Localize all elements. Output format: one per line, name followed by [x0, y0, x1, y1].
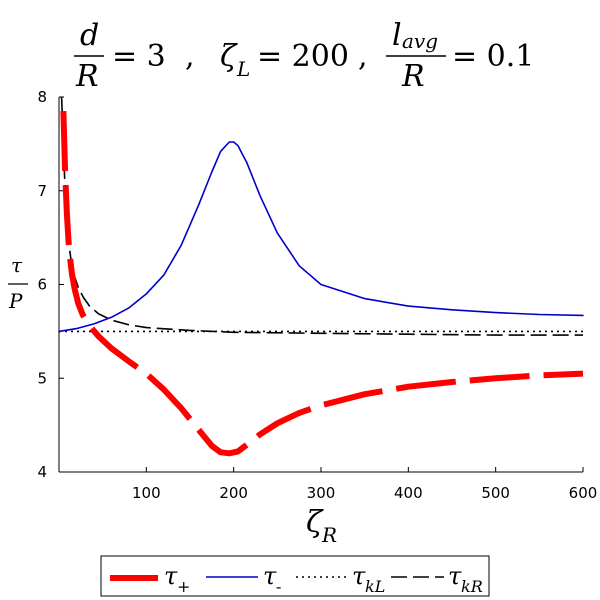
title-zeta-value: = 200 — [257, 39, 349, 74]
x-tick-label: 600 — [569, 484, 598, 502]
title-zeta-sub: L — [236, 57, 250, 81]
legend-label-tau-kl: τ — [352, 562, 366, 590]
axes: 100 200 300 400 500 600 4 5 6 7 8 — [37, 88, 597, 502]
title-lavg-num: l — [392, 18, 402, 53]
title-lavg-value: = 0.1 — [452, 39, 534, 74]
x-axis-label: ζ R — [306, 505, 337, 547]
legend-label-tau-minus: τ — [263, 562, 277, 590]
legend: τ + τ - τ kL τ kR — [101, 556, 489, 596]
series-tau-minus — [59, 142, 583, 331]
y-tick-label: 4 — [37, 463, 47, 481]
x-tick-label: 200 — [219, 484, 248, 502]
y-tick-label: 8 — [37, 88, 47, 106]
x-tick-label: 500 — [481, 484, 510, 502]
chart-title: d R = 3 , ζ L = 200 , l avg R = 0.1 — [74, 18, 534, 94]
title-sep-2: , — [358, 39, 368, 74]
y-tick-label: 5 — [37, 369, 47, 387]
legend-box — [101, 556, 489, 596]
legend-sub-tau-minus: - — [276, 577, 281, 596]
series-layer — [59, 97, 583, 453]
series-tau-plus — [63, 111, 583, 453]
x-label-sub: R — [321, 523, 337, 547]
x-tick-label: 300 — [307, 484, 336, 502]
title-d-den: R — [75, 59, 99, 94]
title-sep-1: , — [185, 39, 195, 74]
y-label-den: P — [8, 289, 23, 313]
title-d-num: d — [80, 18, 99, 53]
legend-sub-tau-kl: kL — [365, 577, 385, 596]
x-tick-label: 100 — [132, 484, 161, 502]
x-tick-label: 400 — [394, 484, 423, 502]
y-tick-label: 6 — [37, 276, 47, 294]
legend-label-tau-kr: τ — [448, 562, 462, 590]
legend-sub-tau-plus: + — [177, 577, 190, 596]
y-tick-label: 7 — [37, 182, 47, 200]
title-zeta-symbol: ζ — [220, 39, 238, 74]
legend-label-tau-plus: τ — [164, 562, 178, 590]
title-lavg-num-sub: avg — [402, 29, 438, 53]
legend-sub-tau-kr: kR — [461, 577, 483, 596]
y-axis-label: τ P — [8, 253, 28, 313]
y-label-num: τ — [11, 253, 23, 277]
title-lavg-den: R — [401, 59, 425, 94]
title-d-value: = 3 — [112, 39, 166, 74]
